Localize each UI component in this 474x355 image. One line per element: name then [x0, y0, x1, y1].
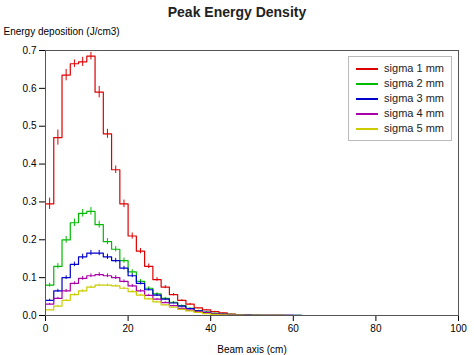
svg-text:20: 20: [123, 323, 135, 334]
svg-text:0.6: 0.6: [23, 83, 37, 94]
html-text:sigma 2 mm: sigma 2 mm: [384, 77, 444, 89]
svg-text:0.7: 0.7: [23, 45, 37, 56]
svg-text:0.2: 0.2: [23, 234, 37, 245]
html-text:sigma 4 mm: sigma 4 mm: [384, 107, 444, 119]
svg-text:Beam axis (cm): Beam axis (cm): [217, 344, 286, 355]
svg-text:100: 100: [450, 323, 467, 334]
html-text:sigma 3 mm: sigma 3 mm: [384, 92, 444, 104]
svg-text:Energy deposition (J/cm3): Energy deposition (J/cm3): [4, 26, 120, 37]
svg-text:60: 60: [288, 323, 300, 334]
svg-text:80: 80: [370, 323, 382, 334]
svg-text:0.5: 0.5: [23, 120, 37, 131]
html-text:sigma 5 mm: sigma 5 mm: [384, 122, 444, 134]
svg-text:0.1: 0.1: [23, 272, 37, 283]
svg-text:0.4: 0.4: [23, 158, 37, 169]
svg-text:40: 40: [205, 323, 217, 334]
svg-text:0: 0: [43, 323, 49, 334]
html-text:sigma 1 mm: sigma 1 mm: [384, 62, 444, 74]
svg-text:0.0: 0.0: [23, 310, 37, 321]
svg-text:0.3: 0.3: [23, 196, 37, 207]
html-text:Peak Energy Density: Peak Energy Density: [167, 4, 307, 20]
